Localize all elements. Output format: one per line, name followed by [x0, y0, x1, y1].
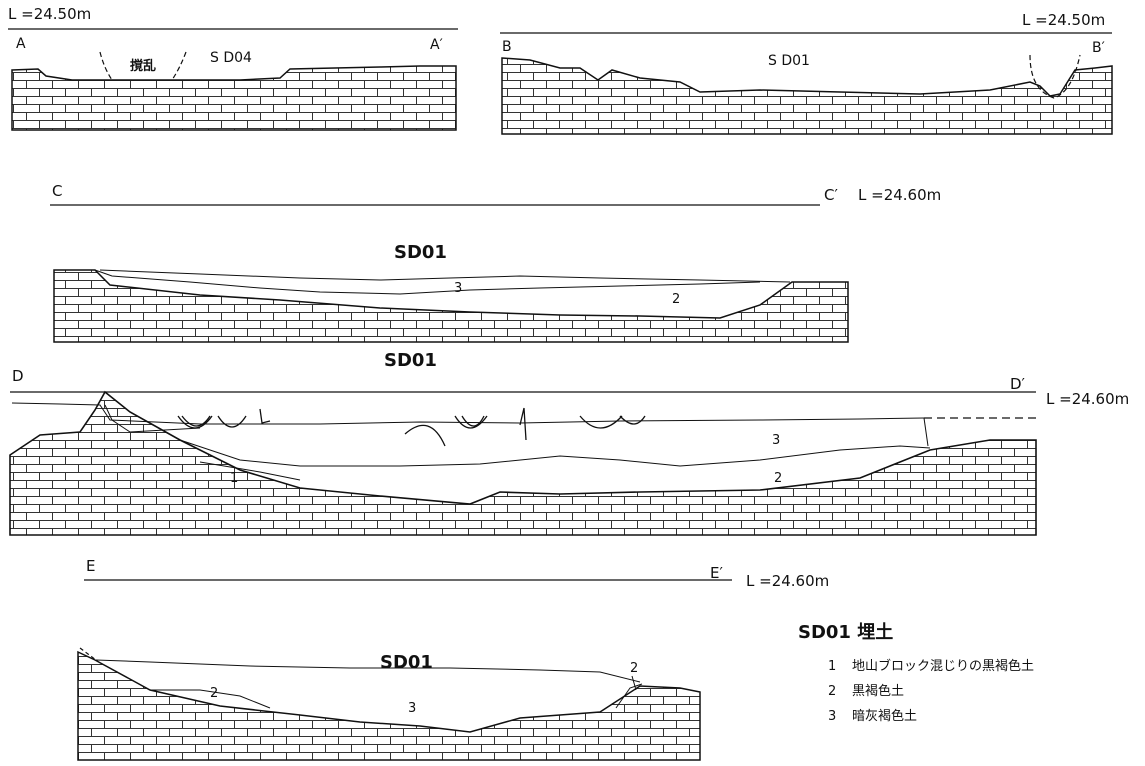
section-d-pottery-fragments [177, 407, 646, 447]
section-e-layer-label-3: 3 [408, 701, 416, 716]
legend-item-1-num: 1 [828, 659, 836, 674]
section-e-dashed-edge [79, 647, 97, 661]
section-b: L =24.50m B B′ S D01 [500, 11, 1113, 135]
section-d-layer-label-3: 3 [772, 433, 780, 448]
section-d-edge-line [923, 417, 929, 447]
section-c-feature-label: SD01 [394, 242, 447, 263]
section-b-pit-outline [1029, 54, 1081, 99]
section-b-feature-label: S D01 [768, 53, 810, 69]
section-a-disturbance-left [99, 51, 113, 81]
legend-item-3-text: 暗灰褐色土 [852, 708, 917, 724]
section-e-surface-line [95, 659, 641, 683]
section-e-layer-label-2-right: 2 [630, 661, 638, 676]
section-e-layer-2-leader [631, 675, 637, 691]
legend-item-2-num: 2 [828, 684, 836, 699]
section-e-layer-2-right-boundary [615, 683, 643, 709]
section-d-feature-label: SD01 [384, 350, 437, 371]
section-e-level-label: L =24.60m [746, 572, 829, 590]
section-d-layer-label-1: 1 [230, 471, 238, 486]
section-d-layer-boundary-2-3 [179, 439, 931, 467]
section-d: SD01 D D′ L =24.60m 1 3 2 [9, 350, 1129, 536]
section-c-layer-label-3: 3 [454, 281, 462, 296]
section-c-bedrock [53, 269, 849, 343]
section-d-end-label: D′ [1010, 375, 1026, 393]
section-d-surface-line [11, 402, 925, 425]
section-a-disturbance-right [171, 51, 187, 81]
section-d-layer-1-boundary [199, 461, 301, 481]
section-a-end-label: A′ [430, 37, 443, 53]
section-a-feature-label: S D04 [210, 50, 252, 66]
section-c-layer-boundary-1 [94, 269, 761, 295]
section-c-start-label: C [52, 182, 62, 200]
section-b-end-label: B′ [1092, 40, 1105, 56]
section-a-bedrock [11, 65, 457, 131]
fill-legend: SD01 埋土 1 地山ブロック混じりの黒褐色土 2 黒褐色土 3 暗灰褐色土 [798, 622, 1034, 724]
section-e-bedrock [77, 650, 701, 761]
section-e: E E′ L =24.60m SD01 2 3 2 [77, 557, 829, 761]
section-c-layer-boundary-2 [99, 269, 791, 283]
legend-item-2-text: 黒褐色土 [852, 683, 904, 699]
section-b-bedrock [501, 57, 1113, 135]
section-d-layer-label-2: 2 [774, 471, 782, 486]
section-a-level-label: L =24.50m [8, 5, 91, 23]
section-e-feature-label: SD01 [380, 652, 433, 673]
section-a-disturbance-label: 撹乱 [130, 58, 156, 74]
section-d-start-label: D [12, 367, 24, 385]
section-b-start-label: B [502, 39, 512, 55]
section-c: C C′ L =24.60m SD01 3 2 [50, 182, 941, 343]
section-a-start-label: A [16, 36, 26, 52]
section-e-layer-2-boundary [150, 689, 271, 709]
legend-item-3-num: 3 [828, 709, 836, 724]
section-c-end-label: C′ [824, 186, 838, 204]
section-e-start-label: E [86, 557, 95, 575]
section-e-layer-label-2-left: 2 [210, 686, 218, 701]
section-c-layer-label-2: 2 [672, 292, 680, 307]
section-d-bedrock [9, 390, 1037, 536]
section-e-end-label: E′ [710, 564, 723, 582]
legend-item-1-text: 地山ブロック混じりの黒褐色土 [852, 658, 1034, 674]
section-b-level-label: L =24.50m [1022, 11, 1105, 29]
section-a: L =24.50m A A′ 撹乱 S D04 [8, 5, 458, 131]
legend-title: SD01 埋土 [798, 622, 893, 643]
section-d-level-label: L =24.60m [1046, 390, 1129, 408]
section-c-level-label: L =24.60m [858, 186, 941, 204]
section-d-upper-fill [104, 404, 201, 433]
